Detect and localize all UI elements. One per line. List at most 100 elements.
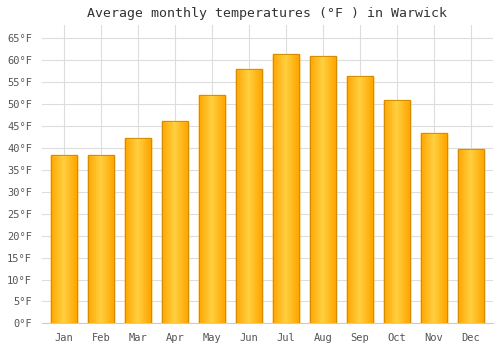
Bar [259,69,260,323]
Bar [245,69,246,323]
Bar [328,56,329,323]
Bar [99,155,100,323]
Bar [106,155,107,323]
Bar [130,138,131,323]
Bar [223,96,224,323]
Bar [128,138,129,323]
Bar [362,76,363,323]
Bar [254,69,255,323]
Bar [200,96,201,323]
Bar [107,155,108,323]
Bar [209,96,210,323]
Bar [482,149,483,323]
Bar [322,56,323,323]
Bar [408,100,409,323]
Bar [333,56,334,323]
Bar [177,121,178,323]
Bar [164,121,165,323]
Bar [131,138,132,323]
Bar [287,54,288,323]
Bar [58,155,59,323]
Bar [478,149,479,323]
Bar [162,121,163,323]
Bar [236,69,262,323]
Bar [137,138,138,323]
Bar [402,100,403,323]
Bar [459,149,460,323]
Bar [142,138,143,323]
Bar [133,138,134,323]
Bar [479,149,480,323]
Bar [199,96,200,323]
Bar [422,133,423,323]
Bar [359,76,360,323]
Bar [404,100,405,323]
Bar [354,76,355,323]
Bar [423,133,424,323]
Bar [139,138,140,323]
Bar [364,76,365,323]
Bar [50,155,77,323]
Bar [365,76,366,323]
Bar [274,54,275,323]
Bar [395,100,396,323]
Bar [387,100,388,323]
Bar [473,149,474,323]
Bar [470,149,471,323]
Bar [434,133,435,323]
Bar [384,100,385,323]
Bar [172,121,173,323]
Bar [428,133,429,323]
Bar [346,76,373,323]
Bar [207,96,208,323]
Bar [393,100,394,323]
Bar [331,56,332,323]
Bar [239,69,240,323]
Bar [215,96,216,323]
Bar [244,69,245,323]
Bar [134,138,135,323]
Bar [181,121,182,323]
Bar [251,69,252,323]
Bar [320,56,321,323]
Bar [198,96,225,323]
Bar [98,155,99,323]
Bar [94,155,95,323]
Bar [356,76,357,323]
Bar [170,121,171,323]
Bar [436,133,437,323]
Bar [162,121,188,323]
Bar [318,56,319,323]
Bar [293,54,294,323]
Bar [463,149,464,323]
Bar [240,69,241,323]
Bar [102,155,103,323]
Bar [295,54,296,323]
Bar [146,138,147,323]
Bar [368,76,369,323]
Bar [468,149,469,323]
Bar [186,121,187,323]
Bar [236,69,237,323]
Bar [319,56,320,323]
Bar [125,138,126,323]
Bar [64,155,65,323]
Bar [59,155,60,323]
Bar [467,149,468,323]
Bar [250,69,251,323]
Bar [72,155,73,323]
Bar [183,121,184,323]
Bar [67,155,68,323]
Bar [66,155,67,323]
Bar [290,54,291,323]
Bar [165,121,166,323]
Bar [148,138,149,323]
Bar [103,155,104,323]
Bar [252,69,253,323]
Bar [371,76,372,323]
Bar [202,96,203,323]
Bar [216,96,217,323]
Bar [284,54,285,323]
Bar [369,76,370,323]
Bar [184,121,185,323]
